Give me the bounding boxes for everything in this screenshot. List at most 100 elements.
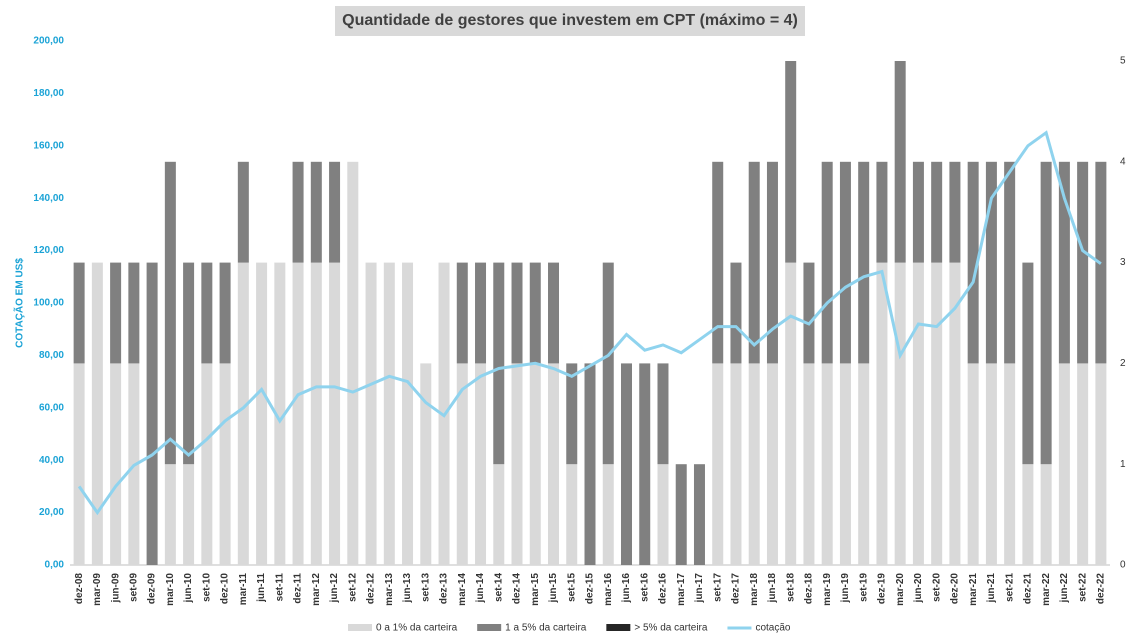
x-tick-label: set-13 — [420, 573, 431, 602]
bar — [985, 363, 997, 565]
x-tick-label: set-14 — [493, 573, 504, 602]
x-tick-label: dez-12 — [366, 573, 377, 605]
bar — [493, 464, 505, 565]
bar — [620, 363, 632, 565]
x-tick-label: set-15 — [566, 573, 577, 602]
bar — [110, 262, 122, 364]
bar — [693, 464, 705, 565]
x-tick-label: mar-13 — [384, 573, 395, 606]
x-tick-label: jun-20 — [913, 573, 924, 604]
legend-swatch — [348, 624, 372, 631]
bar — [1058, 363, 1070, 565]
line — [77, 130, 1102, 516]
x-tick-label: mar-16 — [603, 573, 614, 606]
bar — [420, 363, 432, 565]
y2-tick-label: 3 — [1120, 257, 1126, 268]
y-tick-label: 200,00 — [33, 36, 64, 47]
bar — [839, 161, 851, 364]
x-tick-label: jun-14 — [475, 573, 486, 604]
bar — [931, 262, 943, 565]
y-tick-label: 60,00 — [39, 402, 64, 413]
x-tick-label: mar-15 — [530, 573, 541, 606]
y-tick-label: 180,00 — [33, 88, 64, 99]
legend-swatch — [477, 624, 502, 631]
bar — [310, 262, 322, 565]
bar — [456, 262, 468, 364]
bar — [219, 363, 231, 565]
bar — [237, 262, 249, 565]
bar — [785, 61, 797, 263]
x-tick-label: jun-21 — [986, 573, 997, 604]
bar — [1095, 363, 1107, 565]
bar — [219, 262, 231, 364]
bar — [183, 262, 195, 465]
bar — [1022, 262, 1034, 465]
x-tick-label: set-09 — [129, 573, 140, 602]
x-tick-label: mar-10 — [165, 573, 176, 606]
x-tick-label: jun-19 — [840, 573, 851, 604]
bar — [475, 262, 487, 364]
bar — [675, 464, 687, 565]
bar — [1004, 161, 1016, 364]
bar — [766, 363, 778, 565]
bar — [347, 161, 359, 566]
bar — [73, 262, 85, 364]
bar — [967, 363, 979, 565]
bar — [146, 262, 158, 565]
x-tick-label: set-10 — [201, 573, 212, 602]
bar — [383, 262, 395, 565]
bar — [1040, 161, 1052, 465]
x-tick-label: mar-12 — [311, 573, 322, 606]
bar — [967, 161, 979, 364]
bar — [73, 363, 85, 565]
x-tick-label: set-19 — [858, 573, 869, 602]
bar — [292, 161, 304, 263]
bar — [803, 262, 815, 364]
bar — [548, 262, 560, 364]
bar — [894, 61, 906, 263]
y2-tick-label: 5 — [1120, 56, 1126, 67]
legend-swatch — [606, 624, 631, 631]
bar — [876, 161, 888, 263]
bar — [639, 363, 651, 565]
y2-tick-label: 0 — [1120, 560, 1126, 571]
y2-tick-label: 4 — [1120, 156, 1126, 167]
bar — [584, 363, 596, 565]
bar — [548, 363, 560, 565]
bar — [329, 161, 341, 263]
bar — [785, 262, 797, 565]
bar — [183, 464, 195, 565]
bar — [912, 161, 924, 263]
x-tick-label: jun-09 — [110, 573, 121, 604]
bar — [912, 262, 924, 565]
x-tick-label: dez-20 — [950, 573, 961, 605]
x-tick-label: dez-13 — [439, 573, 450, 605]
bar — [310, 161, 322, 263]
y-tick-label: 140,00 — [33, 193, 64, 204]
bar — [712, 161, 724, 364]
x-tick-label: mar-19 — [822, 573, 833, 606]
bar — [529, 363, 541, 565]
x-tick-label: set-16 — [639, 573, 650, 602]
bar — [511, 262, 523, 364]
x-tick-label: mar-18 — [749, 573, 760, 606]
x-tick-label: set-22 — [1077, 573, 1088, 602]
x-tick-label: dez-14 — [512, 573, 523, 605]
bar — [365, 262, 377, 565]
bar — [748, 363, 760, 565]
x-tick-label: jun-17 — [694, 573, 705, 604]
bar — [657, 464, 669, 565]
x-tick-label: jun-12 — [329, 573, 340, 604]
bar — [511, 363, 523, 565]
bar — [493, 262, 505, 465]
bar — [237, 161, 249, 263]
legend-label: cotação — [755, 623, 790, 634]
bar — [949, 262, 961, 565]
bar — [128, 262, 140, 364]
bar — [164, 464, 176, 565]
bar — [110, 363, 122, 565]
bar — [894, 262, 906, 565]
legend-label: 1 a 5% da carteira — [505, 623, 587, 634]
bar — [1058, 161, 1070, 364]
